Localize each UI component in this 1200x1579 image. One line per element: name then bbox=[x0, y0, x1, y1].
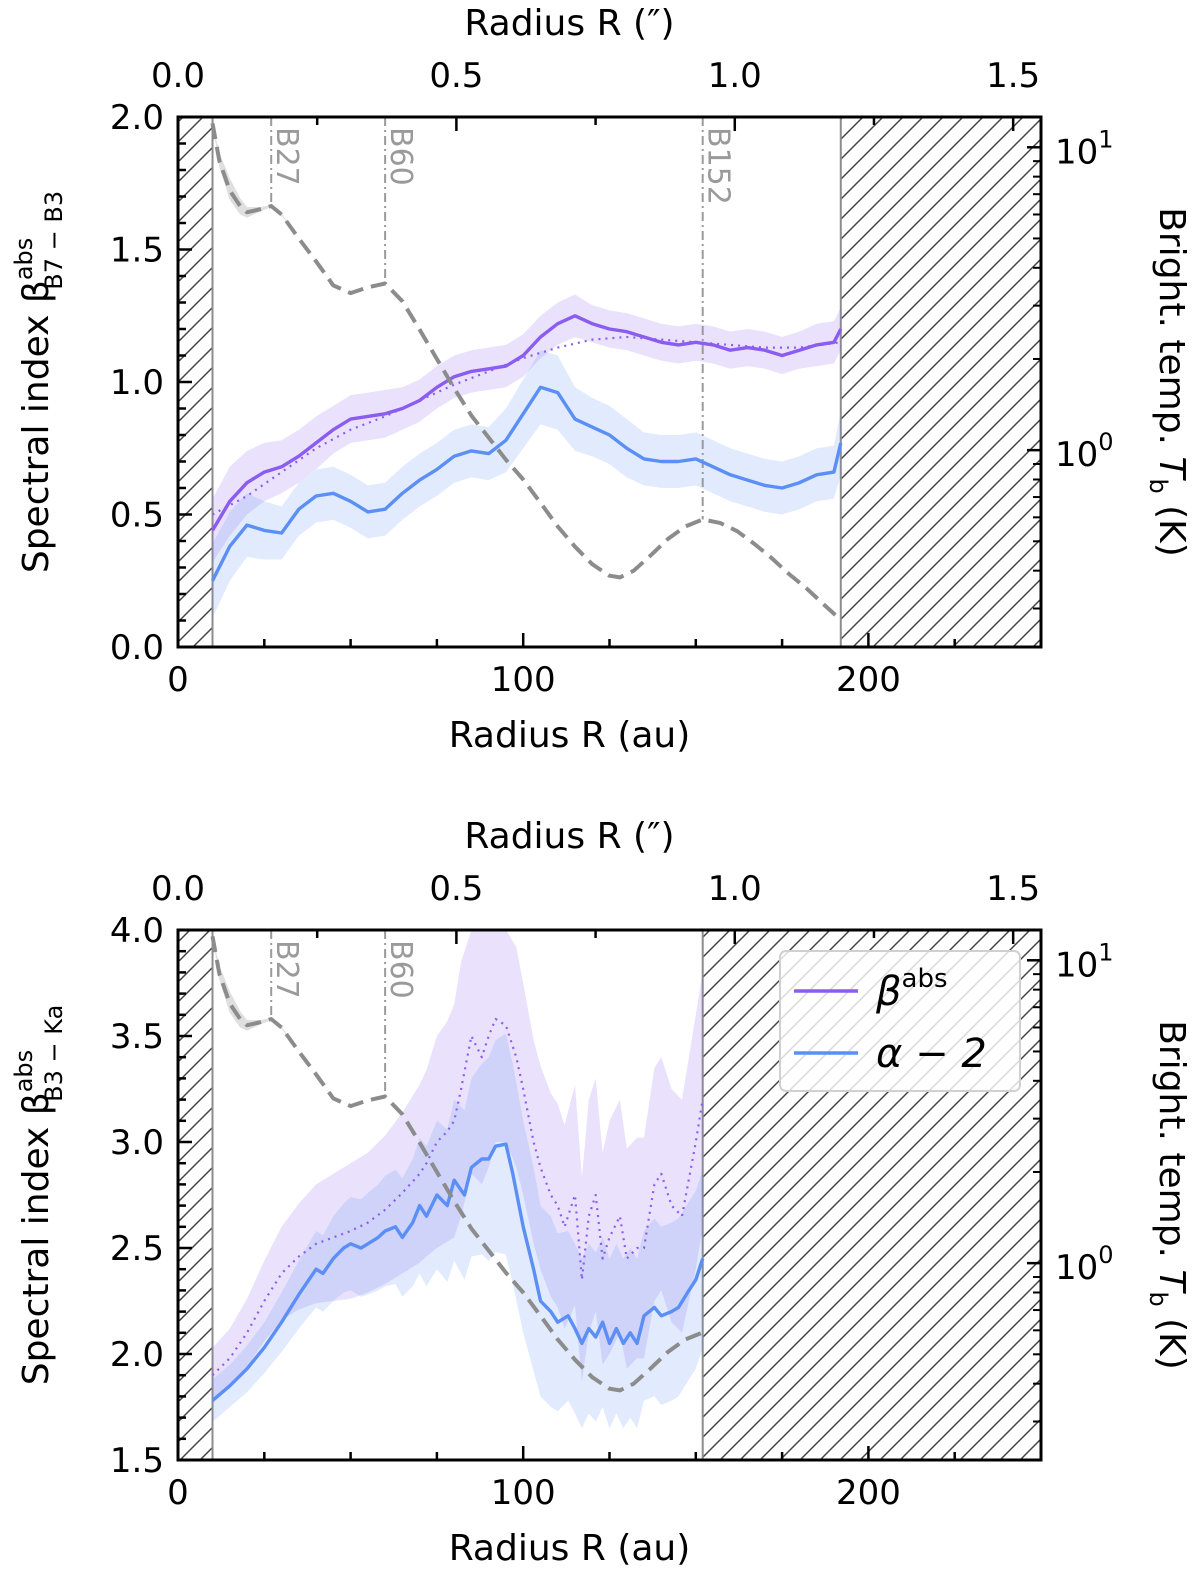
y-tick-label: 0.5 bbox=[110, 496, 164, 536]
x-top-axis-label: Radius R (″) bbox=[464, 816, 674, 857]
y2-tick-label-base: 10 bbox=[1055, 945, 1098, 985]
y2-tick-label-exp: 1 bbox=[1098, 938, 1113, 966]
y-tick-label: 2.0 bbox=[110, 1335, 164, 1375]
y2-tick-label-exp: 0 bbox=[1098, 1241, 1113, 1269]
uncertainty-band bbox=[212, 1033, 703, 1429]
uncertainty-band bbox=[212, 294, 841, 563]
legend-label: α − 2 bbox=[876, 1031, 987, 1077]
y-tick-label: 1.5 bbox=[110, 1441, 164, 1481]
x-top-tick-label: 0.5 bbox=[429, 56, 483, 96]
brightness-temp-line bbox=[210, 122, 843, 622]
y-tick-label: 4.0 bbox=[110, 911, 164, 951]
x-top-tick-label: 0.0 bbox=[151, 56, 205, 96]
excluded-inner-region bbox=[178, 930, 213, 1460]
brightness-temp-line bbox=[210, 935, 704, 1393]
legend-label-base: β bbox=[875, 969, 902, 1015]
y2-axis-label-var: T bbox=[1151, 1269, 1192, 1294]
y-axis-label-sup: abs bbox=[10, 1050, 38, 1092]
y-tick-label: 1.5 bbox=[110, 231, 164, 271]
x-tick-label: 100 bbox=[491, 660, 556, 700]
y2-tick-label-base: 10 bbox=[1055, 132, 1098, 172]
x-top-axis-label: Radius R (″) bbox=[464, 3, 674, 44]
y-tick-label: 2.5 bbox=[110, 1229, 164, 1269]
x-tick-label: 0 bbox=[167, 1473, 189, 1513]
y-tick-label: 3.0 bbox=[110, 1123, 164, 1163]
y-axis-label: Spectral index βabsB7 − B3 bbox=[10, 191, 68, 573]
x-top-tick-label: 0.0 bbox=[151, 869, 205, 909]
y2-axis-label: Bright. temp. Tb (K) bbox=[1144, 1020, 1192, 1370]
y2-tick-label: 100 bbox=[1055, 1241, 1114, 1288]
x-tick-label: 200 bbox=[836, 1473, 901, 1513]
legend-label-sup: abs bbox=[902, 964, 948, 994]
x-top-tick-label: 1.5 bbox=[986, 869, 1040, 909]
legend-box bbox=[779, 950, 1021, 1092]
y-axis-label-sup: abs bbox=[10, 238, 38, 280]
y-axis-label-sub: B7 − B3 bbox=[40, 191, 68, 290]
y-axis-label-main: Spectral index β bbox=[16, 280, 57, 573]
y2-tick-label-exp: 0 bbox=[1098, 428, 1113, 456]
y-tick-label: 0.0 bbox=[110, 628, 164, 668]
y-tick-label: 2.0 bbox=[110, 98, 164, 138]
y2-axis-label-unit: (K) bbox=[1151, 1307, 1192, 1370]
x-tick-label: 0 bbox=[167, 660, 189, 700]
y-axis-label-sub: B3 − Ka bbox=[40, 1005, 68, 1102]
ring-marker-label: B152 bbox=[701, 127, 736, 205]
x-top-tick-label: 1.5 bbox=[986, 56, 1040, 96]
uncertainty-band bbox=[212, 930, 703, 1403]
uncertainty-band bbox=[212, 350, 841, 618]
y-axis-label-main: Spectral index β bbox=[16, 1092, 57, 1385]
legend-label-base: α − 2 bbox=[876, 1031, 987, 1077]
series-line bbox=[211, 314, 843, 532]
y2-axis-label-main: Bright. temp. bbox=[1151, 207, 1192, 456]
series-line-dotted bbox=[211, 1017, 704, 1376]
y2-tick-label: 101 bbox=[1055, 938, 1114, 985]
y2-axis-label-sub: b bbox=[1144, 1291, 1172, 1306]
y2-axis-label: Bright. temp. Tb (K) bbox=[1144, 207, 1192, 557]
series-line bbox=[211, 1142, 705, 1402]
x-top-tick-label: 1.0 bbox=[708, 869, 762, 909]
legend-label: βabs bbox=[875, 964, 948, 1015]
y2-axis-label-unit: (K) bbox=[1151, 494, 1192, 557]
x-tick-label: 100 bbox=[491, 1473, 556, 1513]
y-tick-label: 3.5 bbox=[110, 1017, 164, 1057]
y2-axis-label-var: T bbox=[1151, 456, 1192, 481]
y2-tick-label: 100 bbox=[1055, 428, 1114, 475]
ring-marker-label: B60 bbox=[383, 127, 418, 186]
y2-axis-label-sub: b bbox=[1144, 478, 1172, 493]
ring-marker-label: B27 bbox=[269, 127, 304, 186]
y-tick-label: 1.0 bbox=[110, 363, 164, 403]
x-tick-label: 200 bbox=[836, 660, 901, 700]
x-axis-label: Radius R (au) bbox=[449, 1528, 691, 1569]
ring-marker-label: B27 bbox=[269, 940, 304, 999]
y2-tick-label: 101 bbox=[1055, 125, 1114, 172]
series-line bbox=[210, 385, 843, 582]
x-axis-label: Radius R (au) bbox=[449, 715, 691, 756]
y2-tick-label-base: 10 bbox=[1055, 435, 1098, 475]
y2-tick-label-exp: 1 bbox=[1098, 125, 1113, 153]
excluded-outer-region bbox=[840, 117, 1041, 647]
y2-axis-label-main: Bright. temp. bbox=[1151, 1020, 1192, 1269]
y2-tick-label-base: 10 bbox=[1055, 1248, 1098, 1288]
y-axis-label: Spectral index βabsB3 − Ka bbox=[10, 1005, 68, 1386]
ring-marker-label: B60 bbox=[383, 940, 418, 999]
x-top-tick-label: 1.0 bbox=[708, 56, 762, 96]
x-top-tick-label: 0.5 bbox=[429, 869, 483, 909]
